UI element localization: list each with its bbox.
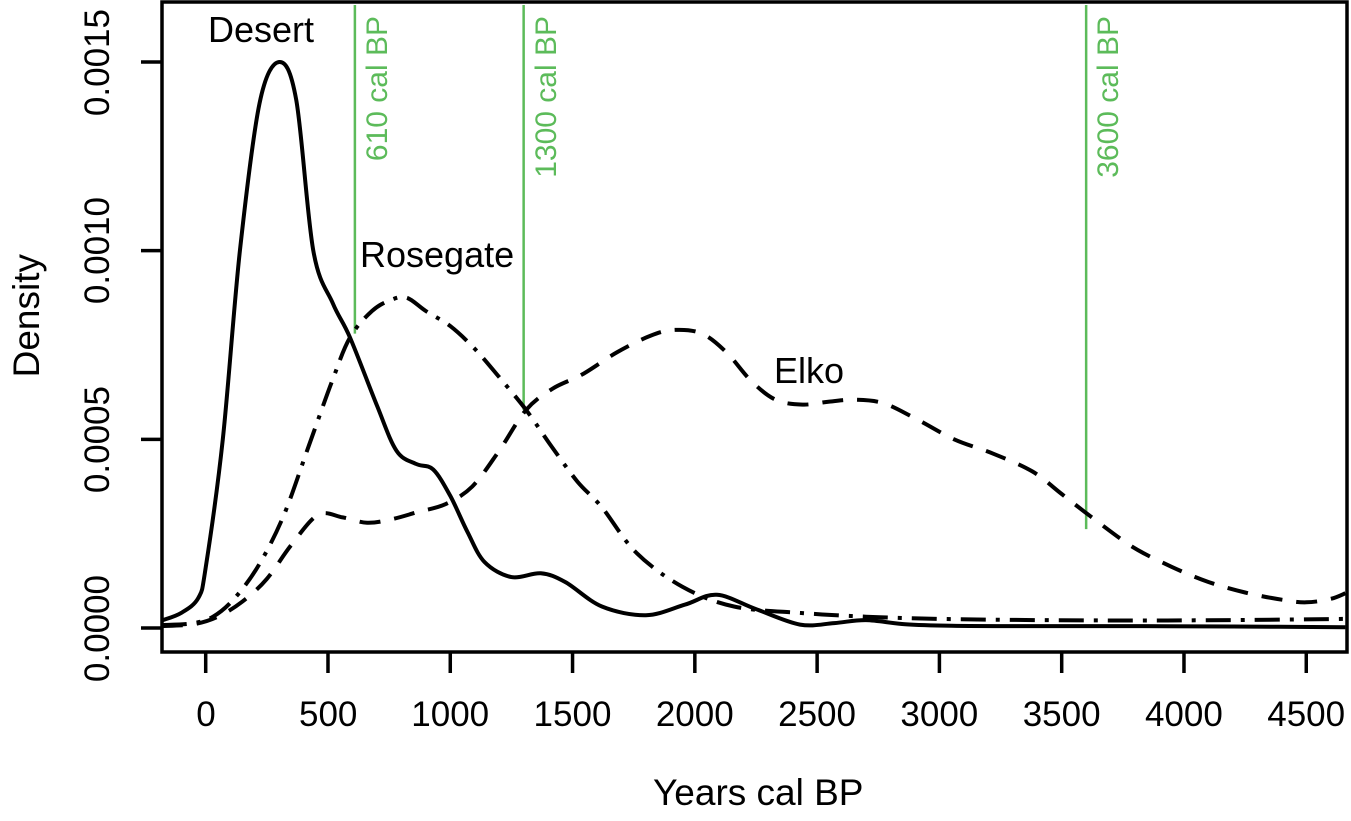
x-tick-label-0: 0 — [196, 695, 216, 734]
y-tick-label-0.0015: 0.0015 — [78, 8, 117, 116]
x-tick-label-500: 500 — [298, 695, 358, 734]
x-tick-label-2000: 2000 — [655, 695, 734, 734]
desert-curve — [160, 60, 1346, 630]
x-tick-label-4500: 4500 — [1267, 695, 1346, 734]
x-axis-title: Years cal BP — [653, 771, 864, 813]
rosegate-curve — [161, 294, 1346, 627]
x-tick-label-3500: 3500 — [1022, 695, 1101, 734]
refline-1300-label: 1300 cal BP — [529, 16, 563, 178]
elko-curve-label: Elko — [774, 350, 845, 391]
rosegate-curve-label: Rosegate — [360, 234, 515, 275]
x-tick-label-1000: 1000 — [411, 695, 490, 734]
y-tick-label-0.0010: 0.0010 — [78, 197, 117, 305]
elko-curve — [161, 327, 1347, 629]
refline-3600-label: 3600 cal BP — [1092, 16, 1126, 178]
y-tick-label-0.0000: 0.0000 — [78, 574, 117, 682]
y-tick-label-0.0005: 0.0005 — [78, 385, 117, 493]
y-axis-title: Density — [6, 253, 47, 377]
x-tick-label-4000: 4000 — [1144, 695, 1223, 734]
x-tick-label-3000: 3000 — [900, 695, 979, 734]
plot-border — [160, 0, 1349, 654]
refline-610-label: 610 cal BP — [360, 16, 394, 162]
x-tick-label-2500: 2500 — [778, 695, 856, 734]
x-tick-label-1500: 1500 — [533, 695, 612, 734]
desert-curve-label: Desert — [208, 9, 315, 50]
